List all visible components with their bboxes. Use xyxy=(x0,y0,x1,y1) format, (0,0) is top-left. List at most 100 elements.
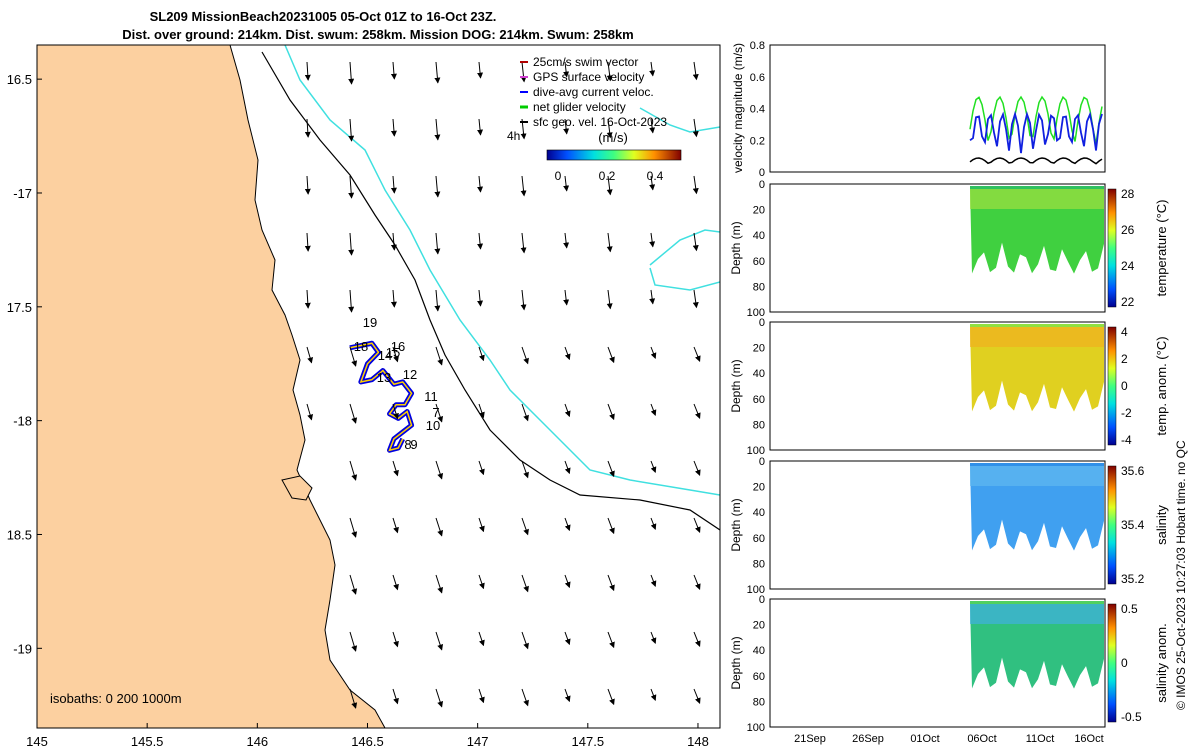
depth-section-surface xyxy=(970,463,1104,466)
velocity-arrow xyxy=(693,631,701,647)
waypoint-label: 9 xyxy=(410,437,417,452)
velocity-arrow xyxy=(348,118,355,142)
depth-tick: 60 xyxy=(753,533,765,545)
velocity-arrow xyxy=(606,175,613,196)
velocity-arrow xyxy=(390,118,397,137)
velocity-arrow xyxy=(650,346,657,359)
legend-dive: dive-avg current veloc. xyxy=(533,85,654,99)
velocity-arrow xyxy=(564,346,571,361)
velocity-arrow xyxy=(521,517,529,536)
cb-tick-0: 0 xyxy=(555,169,562,183)
velocity-arrow xyxy=(435,517,444,537)
sfc-velocity-series xyxy=(969,157,1103,165)
lon-tick-label: 145 xyxy=(26,734,48,749)
depth-tick: 80 xyxy=(753,281,765,293)
panel-colorbar xyxy=(1107,188,1117,308)
velocity-arrow xyxy=(563,118,570,135)
velocity-arrow xyxy=(521,460,529,479)
velocity-arrow xyxy=(693,574,701,590)
velocity-arrow xyxy=(392,346,399,363)
depth-tick: 0 xyxy=(759,456,765,468)
velocity-arrow xyxy=(435,403,444,423)
lat-ticks: 16.5 -17 17.5 -18 18.5 -19 xyxy=(7,72,42,656)
colorbar-tick: 0 xyxy=(1121,656,1128,670)
depth-tick: 0 xyxy=(759,317,765,329)
velocity-arrow xyxy=(434,61,441,84)
velocity-arrow xyxy=(478,688,485,704)
velocity-arrow xyxy=(564,517,571,532)
waypoint-label: 12 xyxy=(403,367,417,382)
depth-tick: 80 xyxy=(753,419,765,431)
depth-tick: 40 xyxy=(753,507,765,519)
isobaths-label: isobaths: 0 200 1000m xyxy=(50,691,182,706)
title-line1: SL209 MissionBeach20231005 05-Oct 01Z to… xyxy=(150,9,497,24)
panel-colorbar xyxy=(1107,465,1117,585)
colorbar-tick: 4 xyxy=(1121,325,1128,339)
lat-tick-label: 17.5 xyxy=(7,300,32,315)
legend-net: net glider velocity xyxy=(533,100,626,114)
velocity-arrow xyxy=(435,574,444,594)
velocity-arrow xyxy=(563,232,570,249)
waypoint-label: 18 xyxy=(354,339,368,354)
velocity-ytick: 0.4 xyxy=(750,104,765,116)
velocity-arrow xyxy=(650,574,657,587)
depth-tick: 60 xyxy=(753,671,765,683)
velocity-arrow xyxy=(304,61,311,81)
colorbar-tick: -2 xyxy=(1121,406,1132,420)
velocity-arrow xyxy=(649,61,656,77)
velocity-arrow xyxy=(304,118,311,138)
velocity-arrow xyxy=(392,403,399,420)
velocity-arrow xyxy=(304,175,311,195)
depth-tick: 100 xyxy=(747,722,765,734)
waypoint-label: 8 xyxy=(404,437,411,452)
velocity-arrow xyxy=(434,289,441,312)
velocity-arrow xyxy=(349,346,358,367)
time-tick: 06Oct xyxy=(967,733,996,745)
isobath-200m xyxy=(261,51,720,531)
velocity-arrow xyxy=(650,517,657,530)
waypoint-label: 19 xyxy=(363,315,377,330)
velocity-arrow xyxy=(435,346,444,366)
map-legend: 25cm/s swim vector GPS surface velocity … xyxy=(507,55,682,183)
velocity-arrow xyxy=(607,574,615,592)
velocity-arrow xyxy=(693,460,701,476)
velocity-arrow xyxy=(392,517,399,534)
velocity-arrow xyxy=(564,688,571,703)
velocity-arrow xyxy=(390,175,397,194)
velocity-arrow xyxy=(478,574,485,590)
colorbar-tick: 35.2 xyxy=(1121,572,1145,586)
colorbar-tick: 35.4 xyxy=(1121,518,1145,532)
legend-sfc: sfc geo. vel. 16-Oct-2023 xyxy=(533,115,667,129)
lat-tick-label: -17 xyxy=(13,186,32,201)
lat-tick-label: -19 xyxy=(13,641,32,656)
velocity-arrow xyxy=(693,517,701,533)
lon-tick-label: 146.5 xyxy=(351,734,384,749)
velocity-arrow xyxy=(392,688,399,705)
velocity-arrow xyxy=(304,289,311,309)
colorbar-label: temp. anom. (°C) xyxy=(1154,336,1169,435)
velocity-arrow xyxy=(349,574,358,595)
velocity-arrow xyxy=(348,175,355,199)
depth-tick: 20 xyxy=(753,343,765,355)
lon-tick-label: 146 xyxy=(246,734,268,749)
colorbar-tick: 0.5 xyxy=(1121,602,1138,616)
velocity-arrow xyxy=(564,631,571,646)
lon-tick-label: 147 xyxy=(467,734,489,749)
panel-colorbar xyxy=(1107,326,1117,446)
colorbar-tick: -0.5 xyxy=(1121,710,1142,724)
lat-tick-label: 18.5 xyxy=(7,527,32,542)
lon-ticks: 145 145.5 146 146.5 147 147.5 148 xyxy=(26,723,709,749)
velocity-arrow xyxy=(477,175,484,193)
waypoint-label: 10 xyxy=(426,418,440,433)
velocity-arrow xyxy=(478,460,485,476)
velocity-arrow xyxy=(649,289,656,305)
velocity-arrow xyxy=(434,232,441,255)
velocity-arrow xyxy=(521,346,529,365)
depth-tick: 40 xyxy=(753,368,765,380)
velocity-arrow xyxy=(607,517,615,535)
velocity-arrow xyxy=(392,574,399,591)
depth-tick: 100 xyxy=(747,445,765,457)
velocity-arrow xyxy=(649,232,656,248)
